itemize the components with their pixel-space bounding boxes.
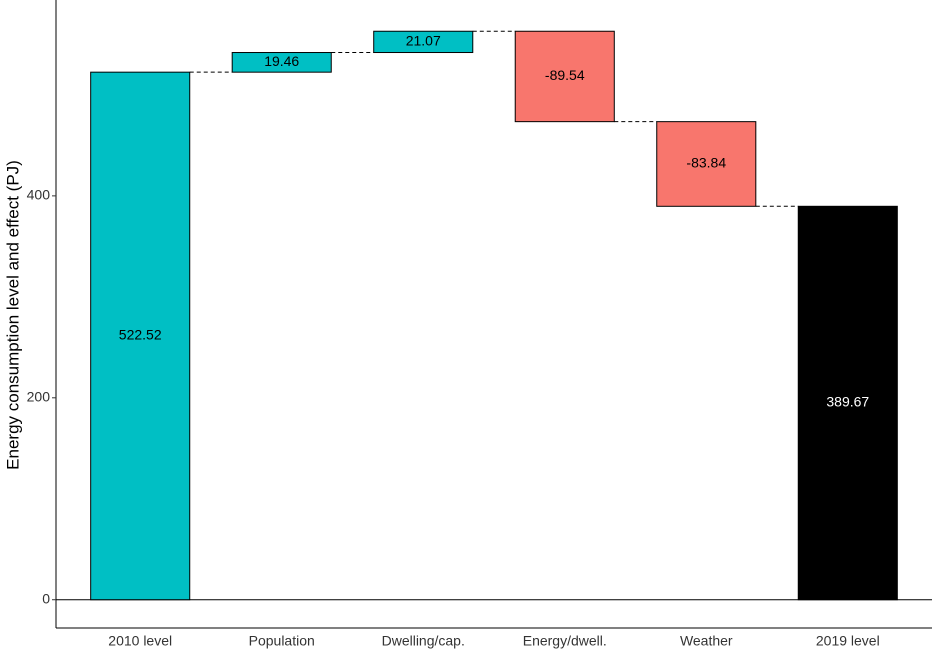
x-tick-label: Energy/dwell. xyxy=(523,633,607,649)
x-tick-label: Weather xyxy=(680,633,733,649)
value-label: 522.52 xyxy=(119,327,162,343)
bar xyxy=(373,30,474,54)
y-tick-label: 0 xyxy=(42,590,50,606)
bar xyxy=(797,205,898,601)
bar xyxy=(656,121,757,207)
value-label: 19.46 xyxy=(264,53,299,69)
y-tick-label: 400 xyxy=(27,187,51,203)
bar xyxy=(231,52,332,73)
y-tick-label: 200 xyxy=(27,389,51,405)
value-label: -89.54 xyxy=(545,67,585,83)
x-tick-label: 2010 level xyxy=(108,633,172,649)
value-label: 389.67 xyxy=(826,394,869,410)
x-tick-label: Dwelling/cap. xyxy=(382,633,465,649)
bar xyxy=(90,71,191,601)
y-axis-title: Energy consumption level and effect (PJ) xyxy=(3,160,22,470)
bar xyxy=(514,30,615,123)
value-label: -83.84 xyxy=(686,155,726,171)
value-label: 21.07 xyxy=(406,33,441,49)
x-tick-label: Population xyxy=(249,633,315,649)
x-tick-label: 2019 level xyxy=(816,633,880,649)
